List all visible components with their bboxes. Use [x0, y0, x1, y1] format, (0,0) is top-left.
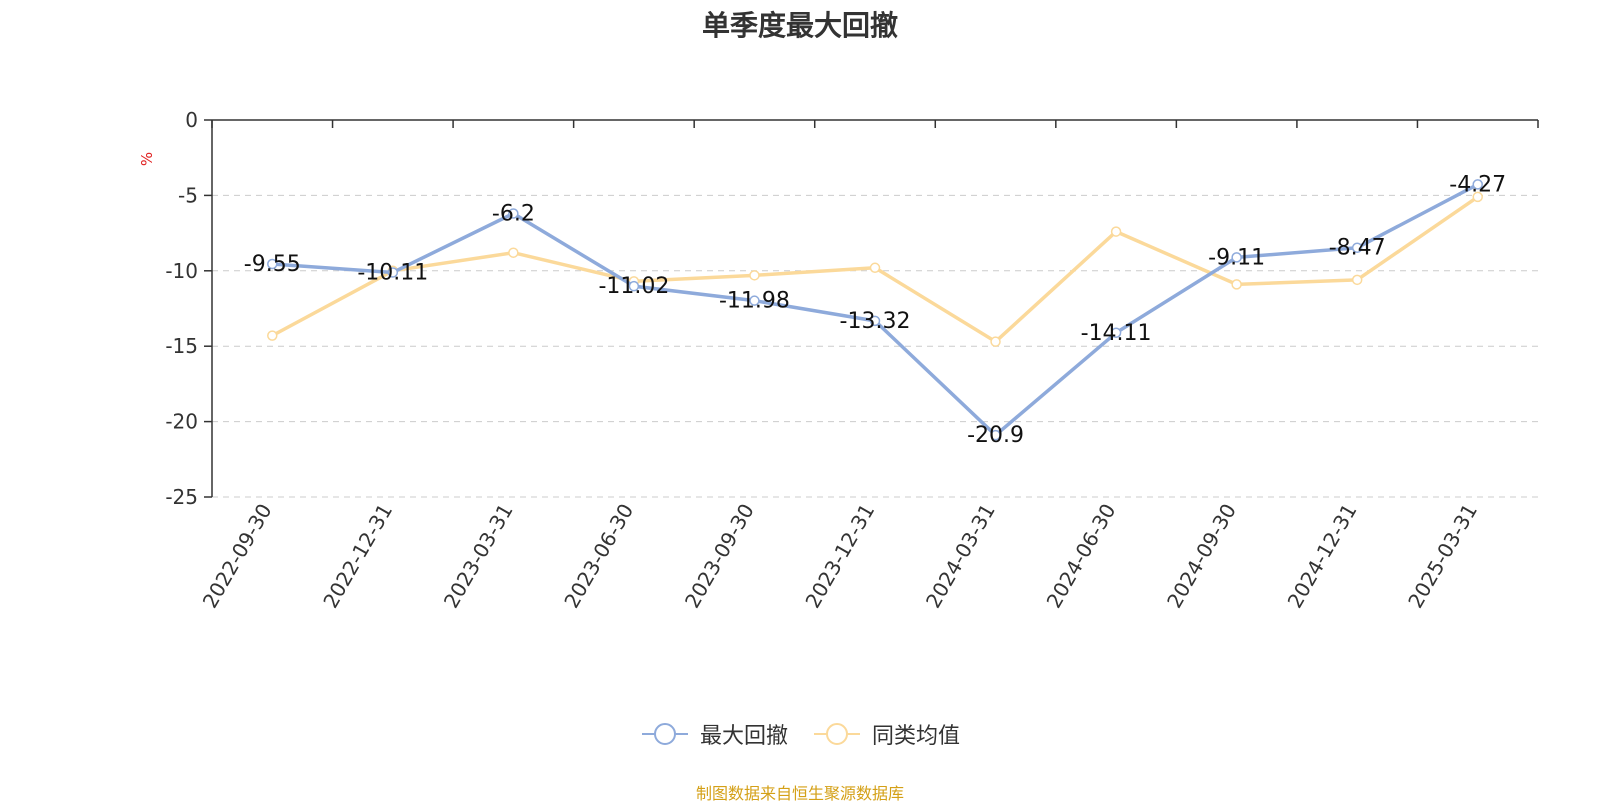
y-tick-label: 0 [185, 108, 198, 132]
y-tick-label: -25 [165, 485, 198, 509]
x-tick-label: 2023-09-30 [680, 500, 759, 613]
data-point [869, 315, 881, 327]
data-label: -6.2 [492, 201, 535, 226]
data-point [749, 270, 760, 281]
legend-item-max-drawdown[interactable]: 最大回撤 [640, 718, 788, 750]
data-label: -10.11 [357, 260, 428, 285]
data-label: -9.11 [1208, 245, 1265, 270]
y-tick-label: -5 [178, 183, 198, 207]
legend-label: 最大回撤 [699, 724, 788, 749]
data-label: -20.9 [967, 423, 1024, 448]
data-point [628, 280, 640, 292]
data-point [387, 267, 399, 278]
data-point [749, 295, 760, 306]
x-tick-label: 2024-06-30 [1042, 500, 1121, 613]
x-tick-label: 2024-09-30 [1162, 500, 1241, 613]
data-label: -14.11 [1081, 321, 1152, 346]
data-point [508, 208, 519, 219]
data-label: -13.32 [840, 309, 911, 334]
x-tick-label: 2024-03-31 [921, 499, 1000, 612]
data-point [1351, 274, 1363, 286]
data-point [1472, 191, 1483, 203]
y-tick-label: -10 [165, 259, 198, 283]
data-point [1231, 279, 1242, 290]
x-tick-label: 2023-03-31 [439, 500, 518, 613]
data-point [869, 262, 881, 274]
x-tick-label: 2025-03-31 [1403, 500, 1482, 613]
data-label: -11.98 [719, 289, 790, 314]
x-tick-label: 2022-09-30 [198, 500, 277, 613]
data-label: -9.55 [244, 252, 301, 277]
data-point [1231, 252, 1242, 263]
legend-item-peer-average[interactable]: 同类均值 [812, 718, 960, 750]
data-point [1472, 179, 1483, 190]
legend-line-marker-icon [814, 723, 860, 745]
legend-line-marker-icon [641, 723, 688, 745]
x-tick-label: 2023-12-31 [800, 500, 879, 613]
data-label: -8.47 [1329, 236, 1386, 261]
legend: 最大回撤 同类均值 [0, 718, 1600, 750]
data-point [990, 429, 1001, 441]
data-source-note: 制图数据来自恒生聚源数据库 [695, 784, 904, 803]
data-point [1351, 242, 1363, 253]
data-point [1110, 226, 1122, 237]
y-tick-label: -20 [165, 410, 198, 434]
x-tick-label: 2024-12-31 [1283, 500, 1362, 613]
x-tick-label: 2022-12-31 [318, 500, 397, 613]
chart-title: 单季度最大回撤 [701, 9, 898, 42]
y-tick-label: -15 [165, 334, 198, 358]
data-point [267, 330, 278, 341]
data-point [990, 336, 1001, 347]
data-point [508, 247, 519, 258]
data-label: -11.02 [598, 274, 669, 299]
data-point [267, 258, 278, 270]
data-point [1110, 327, 1122, 339]
x-tick-label: 2023-06-30 [559, 500, 638, 613]
data-label: -4.27 [1449, 172, 1506, 197]
legend-label: 同类均值 [872, 724, 961, 749]
